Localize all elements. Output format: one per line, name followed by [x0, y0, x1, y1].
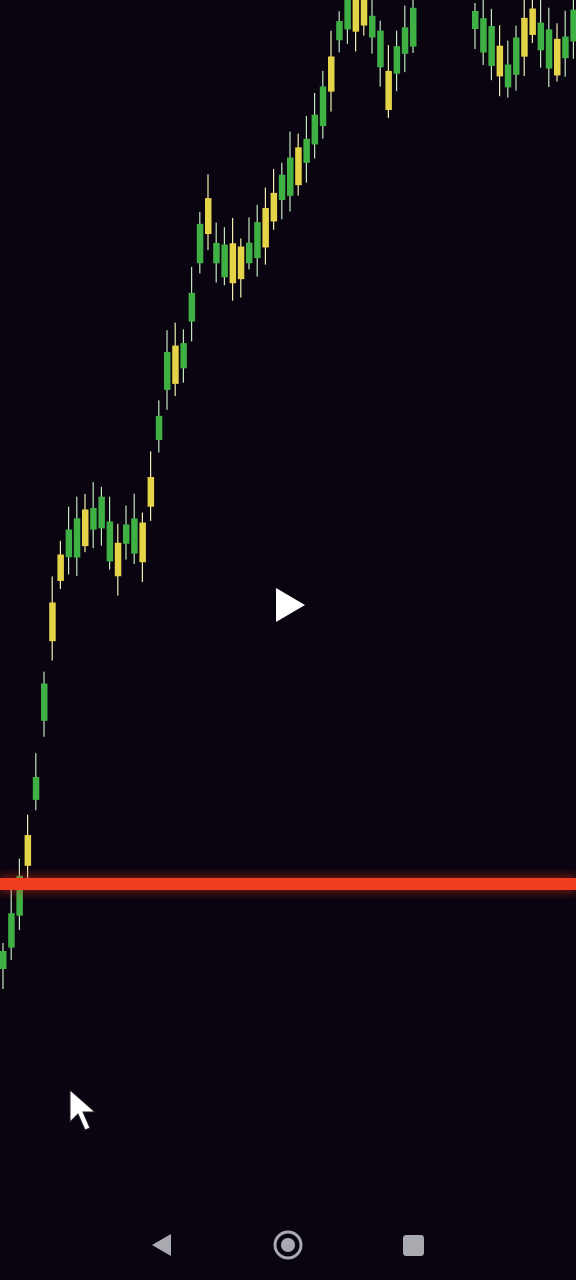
candle-body: [504, 64, 512, 88]
candle-body: [205, 198, 212, 235]
candle-body: [180, 343, 187, 369]
home-button[interactable]: [281, 1238, 295, 1252]
candle-body: [24, 835, 32, 866]
candle-body: [147, 477, 155, 507]
candle-body: [336, 21, 343, 41]
candle-body: [287, 157, 294, 196]
candle-body: [155, 415, 163, 440]
candle-body: [213, 242, 220, 264]
candle-body: [237, 246, 245, 280]
candle-body: [311, 114, 319, 145]
candle-body: [352, 0, 360, 32]
candle-body: [139, 522, 146, 563]
candle-body: [254, 222, 261, 259]
candle-body: [131, 518, 138, 554]
candle-body: [496, 45, 504, 77]
candle-body: [278, 174, 286, 201]
candle-body: [570, 9, 576, 42]
candle-body: [49, 602, 56, 642]
candle-body: [57, 554, 64, 581]
candle-body: [513, 37, 520, 75]
candle-body: [562, 36, 569, 59]
candle-body: [41, 683, 48, 721]
candle-body: [196, 223, 204, 264]
candle-body: [90, 507, 97, 530]
candle-body: [82, 509, 89, 547]
candle-body: [172, 345, 179, 384]
candle-body: [393, 46, 401, 74]
candle-body: [8, 913, 15, 948]
candle-body: [537, 22, 545, 51]
candle-body: [401, 27, 409, 54]
candle-body: [295, 147, 302, 186]
candle-body: [229, 243, 237, 284]
candle-body: [16, 875, 23, 916]
candle-body: [221, 244, 228, 278]
play-button[interactable]: [276, 588, 305, 622]
candle-body: [0, 951, 7, 969]
candle-body: [262, 208, 269, 248]
candle-body: [377, 30, 384, 68]
candle-body: [65, 529, 73, 558]
home-button-ring[interactable]: [273, 1230, 303, 1260]
candle-body: [410, 7, 417, 47]
candle-body: [32, 777, 40, 800]
candle-body: [114, 542, 122, 577]
candle-body: [369, 15, 376, 38]
candle-body: [123, 524, 130, 544]
candle-body: [319, 86, 327, 127]
candle-body: [545, 29, 553, 69]
candle-body: [472, 11, 479, 29]
level-line: [0, 878, 576, 890]
candle-body: [385, 70, 392, 111]
navigation-bar: [152, 1230, 424, 1260]
candle-body: [554, 38, 561, 76]
back-button[interactable]: [152, 1234, 171, 1256]
recents-button[interactable]: [403, 1235, 424, 1256]
candle-body: [344, 0, 351, 30]
candle-body: [480, 18, 487, 53]
candle-body: [106, 521, 114, 562]
candle-body: [488, 26, 495, 66]
candlestick-video: [0, 0, 576, 989]
candle-body: [270, 192, 278, 222]
candle-body: [73, 518, 81, 558]
candle-body: [164, 351, 171, 390]
candle-body: [529, 8, 536, 35]
cursor: [69, 1088, 97, 1131]
candle-body: [328, 56, 335, 92]
candle-body: [188, 292, 196, 322]
candle-body: [521, 17, 528, 57]
candle-body: [360, 0, 368, 26]
candle-body: [246, 242, 253, 264]
candle-body: [303, 138, 310, 163]
candle-body: [98, 496, 105, 529]
